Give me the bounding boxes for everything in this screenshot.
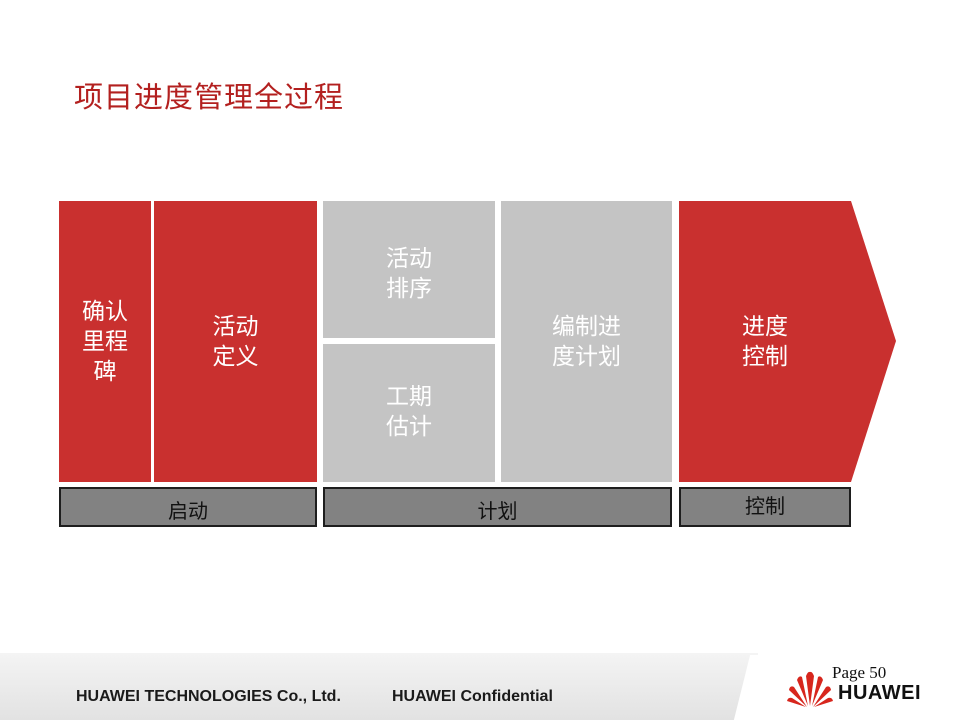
confidential-label: HUAWEI Confidential: [392, 688, 553, 705]
company-name: HUAWEI TECHNOLOGIES Co., Ltd.: [76, 688, 341, 705]
huawei-logo-text: HUAWEI: [838, 682, 921, 704]
slide-title: 项目进度管理全过程: [74, 80, 345, 114]
step-develop-schedule: 编制进 度计划: [501, 201, 672, 482]
step-control-schedule-arrow: 进度 控制: [679, 201, 896, 482]
step-control-schedule-label: 进度 控制: [742, 313, 788, 370]
huawei-logo-icon: [787, 671, 833, 707]
step-define-activities: 活动 定义: [154, 201, 317, 482]
step-sequence-activities: 活动 排序: [323, 201, 495, 338]
step-confirm-milestones: 确认 里程 碑: [59, 201, 151, 482]
phase-initiate: 启动: [59, 487, 317, 527]
phase-plan: 计划: [323, 487, 672, 527]
step-estimate-durations: 工期 估计: [323, 344, 495, 482]
page-number: Page 50: [832, 663, 887, 682]
phase-control: 控制: [679, 487, 851, 527]
